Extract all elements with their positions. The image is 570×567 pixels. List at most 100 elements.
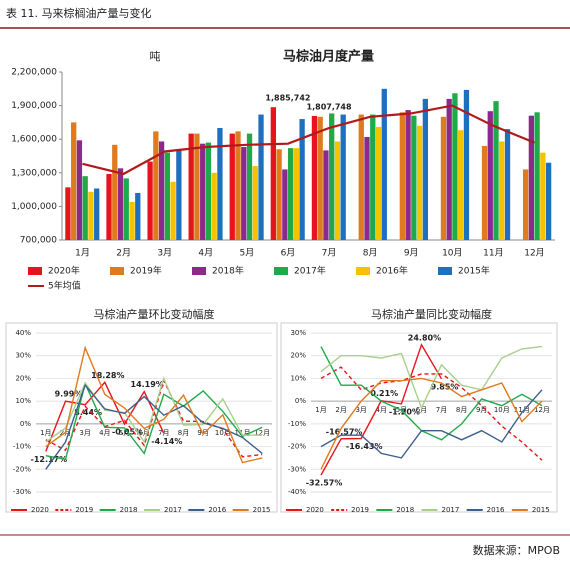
x-tick-label: 10月 [442,248,462,259]
x-tick-label: 12月 [534,406,550,414]
bar [487,111,493,240]
series-line [82,104,535,176]
series-line [45,345,263,464]
x-tick-label: 11月 [514,406,530,414]
bar [117,168,124,240]
bar [463,89,470,240]
footer-source: 数据来源：MPOB [473,543,560,557]
legend-label: 2018 [396,506,414,514]
bar [82,176,88,240]
bar [276,149,282,240]
x-tick-label: 6月 [416,406,427,414]
legend-label: 2016 [208,506,226,514]
legend-swatch [192,267,206,275]
bar [381,88,387,240]
legend-label: 2018 [120,506,138,514]
series-line [45,376,263,444]
series-line [320,389,543,459]
bar [217,128,223,240]
x-tick-label: 11月 [483,248,503,259]
bar [358,114,364,240]
bar [176,150,182,240]
y-axis-label: 吨 [150,50,161,63]
bar [317,116,323,240]
y-tick-label: 30% [15,352,31,360]
x-tick-label: 1月 [40,429,51,437]
legend-label: 2020 [306,506,324,514]
x-tick-label: 2月 [335,406,346,414]
bar [528,115,534,240]
chart-title: 马棕油产量环比变动幅度 [94,307,215,321]
bar [129,201,135,240]
x-tick-label: 5月 [240,248,255,259]
series-line [45,381,165,452]
bar [499,141,505,240]
legend-swatch [356,267,370,275]
bar [299,119,305,240]
legend-label: 2016年 [376,265,408,277]
bar [311,115,318,240]
bar [340,114,346,240]
data-label: -32.57% [306,479,343,488]
x-tick-label: 6月 [138,429,149,437]
bar [241,147,247,240]
legend-swatch [110,267,124,275]
x-tick-label: 1月 [315,406,326,414]
bar [375,126,382,240]
x-tick-label: 4月 [198,248,213,259]
bar [399,112,405,240]
bar [94,188,100,240]
x-tick-label: 11月 [235,429,251,437]
y-tick-label: 2,200,000 [11,68,57,78]
series-line [320,377,543,470]
y-tick-label: -20% [13,465,31,473]
series-line [320,366,543,461]
bar [76,140,83,240]
data-label: -16.43% [346,442,383,451]
legend-swatch [28,267,42,275]
x-tick-label: 12月 [524,248,544,259]
bar [364,136,370,240]
y-tick-label: 0% [20,420,31,428]
x-tick-label: 7月 [322,248,337,259]
y-tick-label: -10% [13,443,31,451]
y-tick-label: -40% [288,488,306,496]
x-tick-label: 8月 [363,248,378,259]
y-tick-label: 40% [15,329,31,337]
bar [481,145,488,240]
bar [211,172,217,240]
data-label: 9.85% [431,382,459,391]
y-tick-label: 1,300,000 [11,168,57,178]
y-tick-label: 1,000,000 [11,202,57,212]
x-tick-label: 9月 [404,248,419,259]
y-tick-label: -20% [288,443,306,451]
bar [323,150,329,240]
bar [170,181,176,240]
legend-label: 2015 [532,506,550,514]
y-tick-label: -30% [13,488,31,496]
legend-swatch [438,267,452,275]
data-label: 14.19% [131,380,164,389]
y-tick-label: 10% [290,374,306,382]
data-label: 0.21% [370,389,398,398]
x-tick-label: 8月 [456,406,467,414]
bar [135,192,141,240]
bar [194,133,200,240]
legend-label: 2020年 [48,265,80,277]
x-tick-label: 4月 [99,429,110,437]
bar [504,129,511,240]
data-label: -1.20% [389,407,420,416]
data-label: 9.99% [55,390,83,399]
bar [282,169,288,240]
bar [545,162,552,240]
bar [88,191,94,240]
bar [71,122,77,240]
x-tick-label: 10月 [494,406,510,414]
bar [293,148,300,240]
bar [446,98,452,240]
series-line [45,383,263,470]
y-tick-label: -30% [288,465,306,473]
x-tick-label: 5月 [119,429,130,437]
y-tick-label: 20% [290,352,306,360]
legend-label: 2019 [351,506,369,514]
